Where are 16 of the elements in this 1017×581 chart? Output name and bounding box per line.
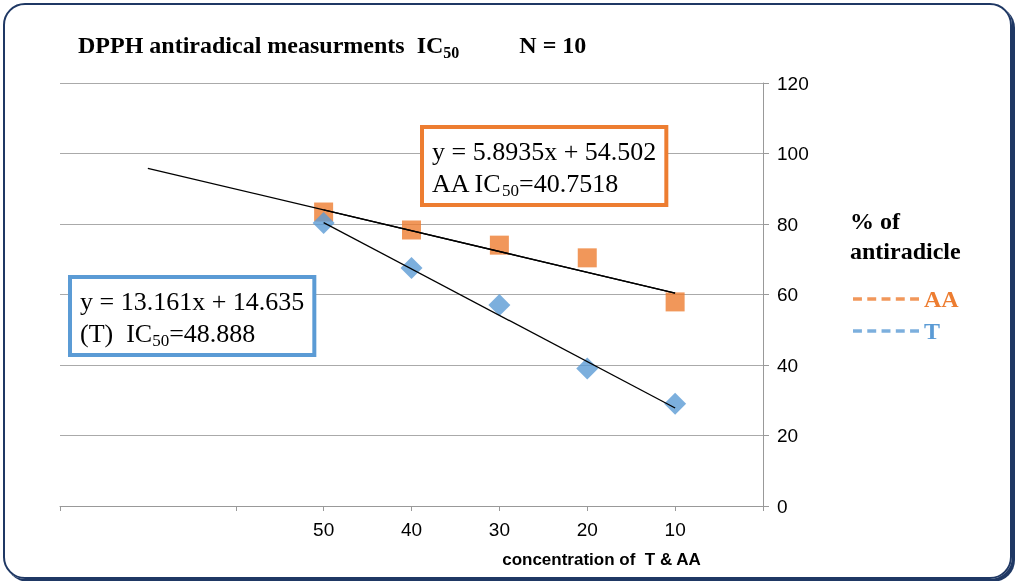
x-tick-label: 30 [488,519,510,540]
legend-label: AA [924,286,960,312]
x-axis-title: concentration of T & AA [502,550,701,569]
y-tick-label: 100 [777,143,809,164]
legend-label: T [924,318,941,344]
y-tick-label: 120 [777,72,809,94]
y-tick-label: 0 [777,495,788,517]
y-axis-title: % of antiradicle [850,208,961,264]
x-tick-label: 20 [576,519,598,540]
x-tick-label: 50 [313,519,335,540]
x-tick-label: 10 [664,519,686,540]
y-tick-label: 40 [777,354,799,376]
y-tick-label: 20 [777,425,799,446]
x-tick-label: 40 [400,519,423,540]
y-tick-label: 80 [777,213,799,235]
y-tick-label: 60 [777,284,799,305]
